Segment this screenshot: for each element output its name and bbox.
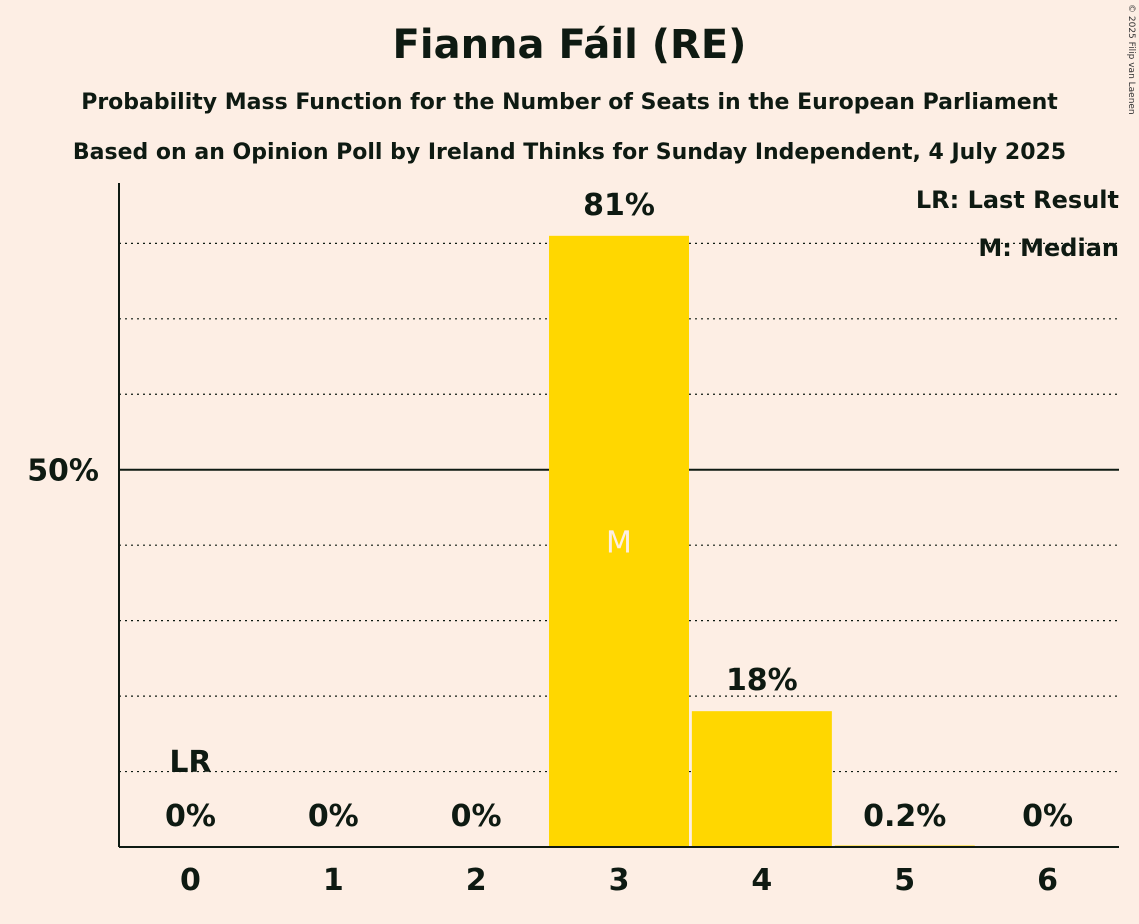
legend-last-result: LR: Last Result <box>915 186 1119 214</box>
y-tick-label: 50% <box>27 454 99 489</box>
data-label-0: 0% <box>165 799 216 834</box>
chart-subtitle: Probability Mass Function for the Number… <box>81 90 1058 115</box>
x-tick-label-2: 2 <box>466 863 487 898</box>
x-tick-label-3: 3 <box>609 863 630 898</box>
x-tick-label-5: 5 <box>894 863 915 898</box>
bar-3 <box>549 235 689 847</box>
legend-median: M: Median <box>978 234 1119 262</box>
axes <box>118 183 1119 848</box>
chart-subtitle-source: Based on an Opinion Poll by Ireland Thin… <box>72 140 1067 165</box>
data-label-1: 0% <box>308 799 359 834</box>
data-label-3: 81% <box>583 188 655 223</box>
bar-4 <box>691 711 832 847</box>
chart-title: Fianna Fáil (RE) <box>392 22 747 68</box>
x-tick-label-4: 4 <box>751 863 772 898</box>
bars <box>549 235 975 847</box>
data-label-4: 18% <box>726 663 798 698</box>
x-tick-label-1: 1 <box>323 863 344 898</box>
x-tick-label-0: 0 <box>180 863 201 898</box>
median-marker: M <box>606 525 632 560</box>
x-tick-label-6: 6 <box>1037 863 1058 898</box>
data-label-6: 0% <box>1022 799 1073 834</box>
last-result-marker: LR <box>169 745 211 780</box>
data-label-2: 0% <box>451 799 502 834</box>
data-label-5: 0.2% <box>863 799 946 834</box>
